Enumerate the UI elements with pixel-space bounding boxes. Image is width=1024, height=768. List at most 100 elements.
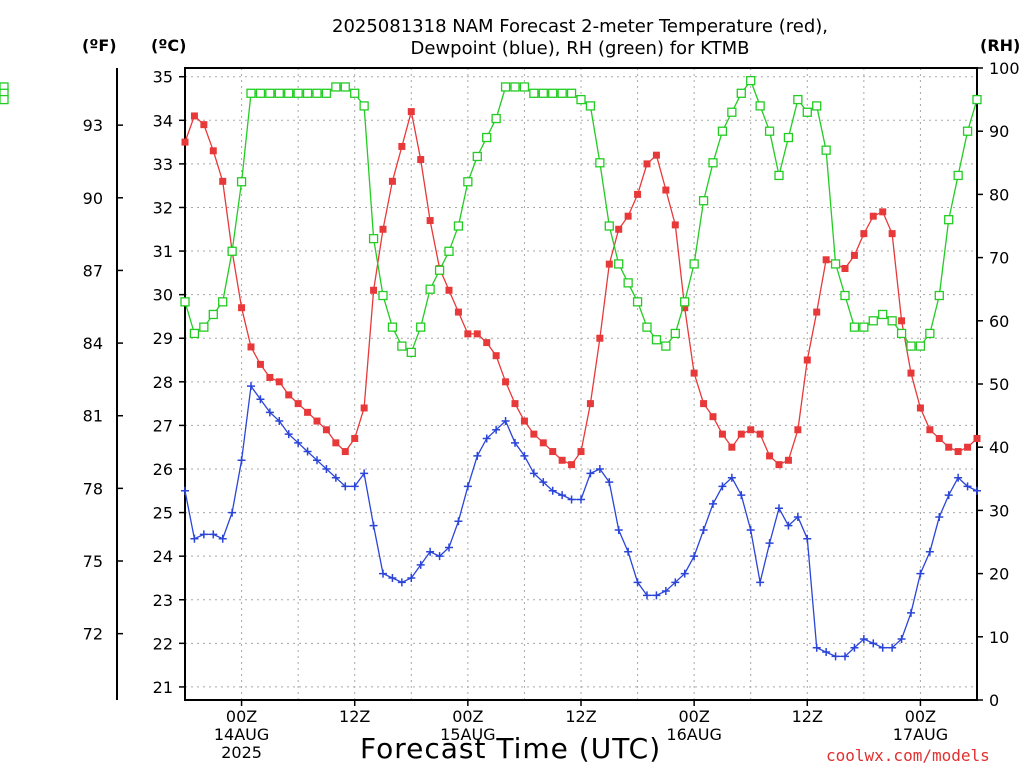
temperature-point [803,356,811,364]
dewpoint-point [671,578,680,587]
temperature-point [643,160,651,168]
dewpoint-point [407,573,416,582]
rh-point [340,82,350,92]
temperature-point [294,400,302,408]
rh-tick-label: 50 [989,375,1009,394]
dewpoint-point [595,464,604,473]
dewpoint-point [209,530,218,539]
rh-point [548,88,558,98]
dewpoint-point [954,473,963,482]
rh-point [925,328,935,339]
dewpoint-point [944,491,953,500]
temperature-point [464,330,472,338]
rh-point [284,88,294,98]
rh-point [821,145,831,155]
fahrenheit-tick-label: 87 [83,261,103,280]
temperature-point [586,400,594,408]
fahrenheit-tick-label: 81 [83,407,103,426]
temperature-point [624,212,632,220]
dewpoint-point [624,547,633,556]
rh-point [331,82,341,92]
rh-tick-label: 70 [989,249,1009,268]
celsius-tick-label: 24 [153,547,173,566]
temperature-point [907,369,915,377]
dewpoint-point [548,486,557,495]
temperature-point [520,417,528,425]
rh-tick-label: 0 [989,691,999,710]
rh-point [500,82,511,92]
rh-unit-label: (RH) [980,36,1021,55]
dewpoint-point [492,425,501,434]
temperature-point [247,343,255,351]
dewpoint-point [822,648,831,657]
rh-point [642,322,652,332]
dewpoint-point [181,486,189,495]
chart-title-line2: Dewpoint (blue), RH (green) for KTMB [410,38,750,59]
rh-point [208,309,218,320]
rh-point [595,158,605,168]
dewpoint-point [199,530,208,539]
rh-point [727,107,737,117]
fahrenheit-tick-label: 72 [83,625,103,644]
rh-point [830,259,841,269]
temperature-point [860,230,868,238]
rh-point [566,88,577,98]
x-tick-label: 12Z [565,707,596,726]
temperature-point [869,212,877,220]
dewpoint-point [746,526,755,535]
rh-point [350,88,360,98]
dewpoint-point [935,512,944,521]
dewpoint-point [501,417,510,426]
rh-point [416,322,426,332]
x-tick-label: 17AUG [893,725,948,744]
dewpoint-point [699,526,708,535]
dewpoint-point [388,573,397,582]
dewpoint-point [303,447,312,456]
dewpoint-point [709,499,717,508]
temperature-point [549,448,557,456]
temperature-point [822,256,830,264]
rh-point [368,233,379,244]
rh-tick-label: 100 [989,59,1020,78]
temperature-point [370,286,378,294]
dewpoint-point [435,552,444,561]
fahrenheit-tick-label: 84 [83,334,103,353]
celsius-tick-label: 25 [153,504,173,523]
rh-point [802,107,812,117]
temperature-point [681,304,689,312]
chart-title-line1: 2025081318 NAM Forecast 2-meter Temperat… [332,16,828,37]
x-tick-label: 00Z [226,707,257,726]
rh-point [661,341,671,351]
dewpoint-point [558,491,567,500]
rh-point [774,170,784,181]
dewpoint-point [397,578,406,587]
temperature-point [200,121,208,129]
rh-point [698,196,709,206]
x-axis-title: Forecast Time (UTC) [360,732,662,765]
dewpoint-point [256,395,265,404]
temperature-point [784,456,792,464]
temperature-point [964,443,972,451]
dewpoint-point [539,478,548,487]
rh-point [868,316,878,326]
fahrenheit-unit-label: (ºF) [82,36,117,55]
dewpoint-point [652,591,661,600]
rh-point [302,88,313,98]
celsius-tick-label: 29 [153,329,173,348]
temperature-point [709,413,717,421]
axis-ticks: 21 22 23 24 25 26 27 28 29 30 31 32 33 34 35 72 75 78 81 84… [83,59,1020,762]
temperature-point [341,448,349,456]
rh-point [236,177,247,187]
dewpoint-point [888,643,897,652]
temperature-point [926,426,934,434]
rh-point [510,82,520,92]
temperature-point [605,260,613,268]
temperature-point [426,217,434,225]
temperature-point [850,251,858,259]
rh-point [0,94,9,105]
celsius-tick-label: 22 [153,634,173,653]
temperature-point [322,426,330,434]
temperature-point [502,378,510,386]
dewpoint-point [577,495,585,504]
temperature-point [916,404,924,412]
